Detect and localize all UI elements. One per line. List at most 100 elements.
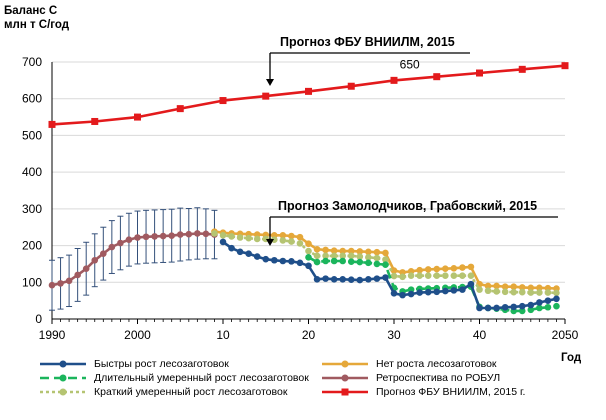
data-point xyxy=(262,255,270,263)
legend-marker xyxy=(341,388,349,396)
data-point xyxy=(305,262,312,270)
data-point xyxy=(339,247,347,255)
data-point xyxy=(382,274,389,281)
data-point xyxy=(518,284,526,291)
data-point xyxy=(390,290,398,297)
data-point xyxy=(373,254,381,262)
data-point xyxy=(476,286,483,293)
data-point xyxy=(347,276,355,284)
data-point xyxy=(493,288,500,295)
data-point xyxy=(416,266,423,274)
data-point xyxy=(313,258,321,266)
data-point xyxy=(365,276,372,283)
data-point xyxy=(399,273,406,281)
data-point xyxy=(108,243,116,251)
data-point xyxy=(339,252,347,260)
data-point xyxy=(382,256,389,263)
y-tick-label: 300 xyxy=(22,202,42,216)
data-point xyxy=(151,233,158,240)
data-point xyxy=(433,265,441,273)
y-tick-label: 400 xyxy=(22,165,42,179)
data-point xyxy=(518,307,526,315)
data-point xyxy=(142,233,150,241)
legend-label: Прогноз ФБУ ВНИИЛМ, 2015 г. xyxy=(376,386,526,398)
series-1 xyxy=(48,230,218,289)
y-tick-label: 100 xyxy=(22,275,42,289)
data-point xyxy=(450,265,458,272)
data-point xyxy=(288,232,295,240)
data-point xyxy=(347,252,355,260)
data-point xyxy=(117,239,124,247)
data-point xyxy=(416,272,423,279)
data-point xyxy=(288,258,295,265)
data-point xyxy=(356,258,364,266)
data-point xyxy=(339,276,347,283)
data-point xyxy=(536,284,543,292)
y-tick-label: 500 xyxy=(22,128,42,142)
legend-marker xyxy=(59,374,67,382)
data-point xyxy=(305,87,312,95)
data-point xyxy=(365,254,372,261)
legend-swatch xyxy=(40,374,86,382)
data-point xyxy=(305,254,312,261)
data-point xyxy=(82,265,90,273)
data-point xyxy=(219,231,227,239)
data-point xyxy=(476,69,483,77)
data-point xyxy=(347,247,355,255)
data-point xyxy=(459,272,466,279)
data-point xyxy=(544,289,552,296)
data-point xyxy=(373,260,381,268)
data-point xyxy=(373,275,381,282)
y-axis-title-line1: Баланс С xyxy=(4,5,58,17)
data-point xyxy=(501,303,509,311)
x-tick-label: 40 xyxy=(473,328,487,342)
data-point xyxy=(476,304,483,312)
data-point xyxy=(407,272,415,279)
data-point xyxy=(125,236,133,243)
series-5 xyxy=(219,238,560,312)
data-point xyxy=(202,230,210,238)
data-point xyxy=(510,288,517,296)
data-point xyxy=(518,302,526,310)
annotation-label: Прогноз ФБУ ВНИИЛМ, 2015 xyxy=(280,35,455,49)
data-point xyxy=(168,232,175,239)
data-point xyxy=(536,289,543,296)
series-line xyxy=(51,64,566,126)
legend-item: Краткий умеренный рост лесозаготовок xyxy=(38,385,309,399)
data-point xyxy=(467,280,475,288)
data-point xyxy=(510,303,517,311)
x-tick-label: 30 xyxy=(387,328,401,342)
data-point xyxy=(527,301,535,309)
data-point xyxy=(313,276,321,283)
data-point xyxy=(433,73,441,81)
data-point xyxy=(493,282,500,290)
data-point xyxy=(365,248,372,256)
annotation-arrowhead xyxy=(266,79,274,86)
data-point xyxy=(339,257,347,265)
data-point xyxy=(433,272,441,279)
data-point xyxy=(313,252,321,260)
legend-swatch xyxy=(322,374,368,382)
data-point xyxy=(527,289,535,296)
legend-item: Длительный умеренный рост лесозаготовок xyxy=(38,371,309,385)
legend-item: Прогноз ФБУ ВНИИЛМ, 2015 г. xyxy=(320,385,525,399)
data-point xyxy=(271,256,278,264)
data-point xyxy=(424,266,432,273)
series-line xyxy=(222,240,557,310)
legend-column-right: Нет роста лесозаготовок Ретроспектива по … xyxy=(320,357,525,399)
data-point xyxy=(211,230,218,237)
legend-label: Нет роста лесозаготовок xyxy=(376,358,497,370)
x-tick-label: 10 xyxy=(216,328,230,342)
data-point xyxy=(279,237,287,244)
data-point xyxy=(296,259,304,267)
data-point xyxy=(424,272,432,279)
data-point xyxy=(57,280,64,287)
error-bars xyxy=(49,207,218,311)
data-point xyxy=(347,82,355,90)
data-point xyxy=(407,290,415,298)
data-point xyxy=(493,304,500,312)
data-point xyxy=(322,275,329,282)
data-point xyxy=(501,283,509,290)
series-2 xyxy=(211,228,560,292)
